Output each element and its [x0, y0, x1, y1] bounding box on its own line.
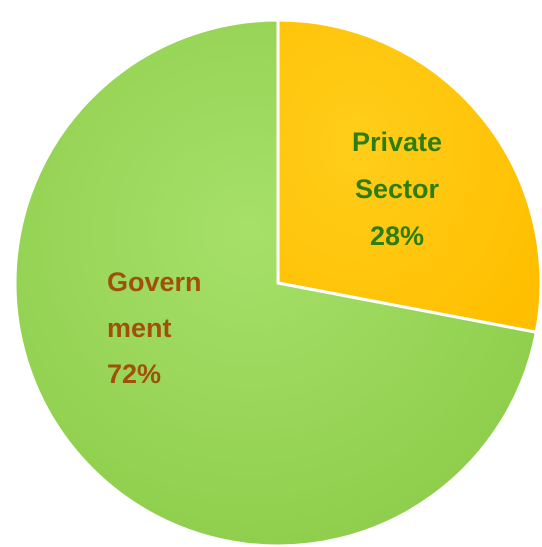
slice-label-1-line-0: Govern — [107, 267, 202, 297]
slice-label-1-line-2: 72% — [107, 359, 161, 389]
slice-label-0-line-2: 28% — [370, 221, 424, 251]
labels-layer: Private Sector 28% Govern ment 72% — [107, 127, 442, 389]
slices-layer — [13, 18, 542, 547]
pie-slice-1 — [13, 18, 538, 547]
slice-label-0-line-0: Private — [352, 127, 442, 157]
slice-label-1-line-1: ment — [107, 313, 172, 343]
slice-label-0-line-1: Sector — [355, 174, 440, 204]
pie-slice-0 — [276, 18, 542, 334]
